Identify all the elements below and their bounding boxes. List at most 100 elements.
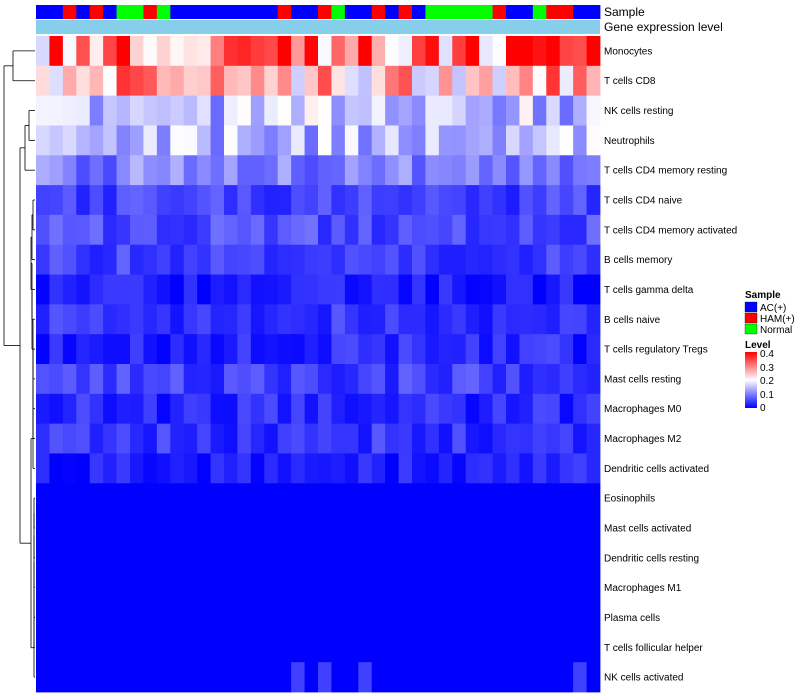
heatmap-cell [318, 513, 332, 544]
heatmap-cell [532, 155, 547, 186]
heatmap-cell [506, 65, 520, 97]
heatmap-cell [438, 214, 453, 246]
heatmap-cell [412, 125, 426, 156]
heatmap-cell [130, 36, 144, 67]
heatmap-cell [398, 602, 413, 633]
heatmap-cell [532, 214, 547, 246]
heatmap-cell [197, 155, 211, 186]
row-label: NK cells activated [604, 673, 683, 684]
heatmap-cell [264, 244, 279, 275]
heatmap-cell [532, 304, 547, 335]
heatmap-cell [304, 304, 319, 335]
heatmap-cell [331, 393, 346, 425]
heatmap-cell [224, 364, 238, 395]
heatmap-cell [331, 542, 346, 574]
heatmap-cell [492, 274, 507, 305]
row-label: T cells CD4 naive [604, 196, 683, 207]
heatmap-cell [89, 65, 104, 97]
heatmap-cell [237, 423, 252, 454]
heatmap-cell [492, 423, 507, 454]
row-label: Eosinophils [604, 494, 655, 505]
heatmap-cell [224, 513, 238, 544]
heatmap-cell [492, 95, 507, 126]
heatmap-cell [412, 393, 426, 425]
row-label: T cells gamma delta [604, 285, 694, 296]
heatmap-cell [532, 36, 547, 67]
heatmap-cell [170, 453, 185, 484]
heatmap-cell [116, 95, 131, 126]
heatmap-cell [506, 542, 520, 574]
heatmap-cell [452, 423, 467, 454]
heatmap-cell [532, 65, 547, 97]
heatmap-cell [546, 274, 561, 305]
heatmap-cell [277, 364, 292, 395]
heatmap-cell [291, 95, 305, 126]
heatmap-cell [559, 542, 574, 574]
heatmap-cell [156, 274, 171, 305]
heatmap-cell [344, 95, 359, 126]
heatmap-cell [331, 423, 346, 454]
heatmap-cell [559, 423, 574, 454]
heatmap-cell [546, 214, 561, 246]
heatmap-cell [224, 423, 238, 454]
heatmap-cell [371, 602, 386, 633]
heatmap-cell [492, 125, 507, 156]
heatmap-cell [62, 662, 77, 693]
heatmap-cell [210, 214, 225, 246]
heatmap-cell [183, 393, 198, 425]
heatmap-cell [210, 125, 225, 156]
heatmap-cell [371, 364, 386, 395]
heatmap-cell [492, 185, 507, 216]
heatmap-cell [573, 65, 587, 97]
heatmap-cell [318, 185, 332, 216]
heatmap-cell [116, 185, 131, 216]
heatmap-cell [250, 453, 265, 484]
heatmap-cell [277, 334, 292, 365]
heatmap-cell [412, 65, 426, 97]
heatmap-cell [277, 572, 292, 603]
heatmap-cell [210, 632, 225, 663]
heatmap-cell [559, 662, 574, 693]
heatmap-cell [197, 393, 211, 425]
heatmap-cell [224, 185, 238, 216]
heatmap-cell [143, 453, 158, 484]
heatmap-cell [183, 572, 198, 603]
heatmap-cell [210, 36, 225, 67]
heatmap-cell [519, 334, 534, 365]
heatmap-cell [506, 334, 520, 365]
heatmap-cell [36, 304, 50, 335]
heatmap-cell [250, 155, 265, 186]
heatmap-cell [130, 662, 144, 693]
heatmap-cell [479, 244, 493, 275]
heatmap-cell [103, 244, 117, 275]
heatmap-cell [170, 542, 185, 574]
heatmap-cell [36, 453, 50, 484]
heatmap-cell [371, 632, 386, 663]
heatmap-cell [156, 542, 171, 574]
heatmap-cell [479, 185, 493, 216]
heatmap-cell [130, 393, 144, 425]
heatmap-cell [506, 393, 520, 425]
heatmap-cell [385, 602, 399, 633]
heatmap-cell [532, 393, 547, 425]
heatmap-cell [331, 572, 346, 603]
heatmap-cell [546, 95, 561, 126]
heatmap-cell [559, 36, 574, 67]
heatmap-cell [519, 65, 534, 97]
heatmap-cell [170, 125, 185, 156]
heatmap-cell [532, 364, 547, 395]
heatmap-cell [250, 334, 265, 365]
row-label: T cells regulatory Tregs [604, 345, 708, 356]
sample-annotation-cell [183, 5, 198, 19]
heatmap-cell [412, 423, 426, 454]
heatmap-cell [398, 632, 413, 663]
heatmap-cell [197, 423, 211, 454]
heatmap-cell [237, 125, 252, 156]
heatmap-cell [398, 364, 413, 395]
sample-annotation-cell [358, 5, 373, 19]
heatmap-cell [559, 274, 574, 305]
heatmap-cell [183, 155, 198, 186]
heatmap-cell [412, 602, 426, 633]
heatmap-cell [425, 95, 440, 126]
heatmap-cell [412, 483, 426, 514]
